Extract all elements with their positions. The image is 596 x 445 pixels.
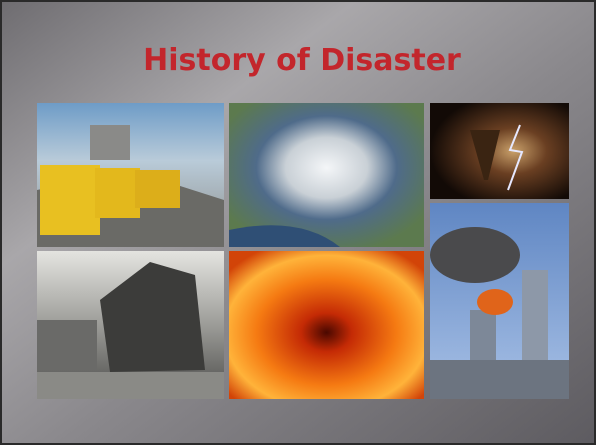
page: History of Disaster (() => { const data …	[0, 0, 596, 445]
photo-earthquake	[37, 251, 224, 399]
photo-tornado	[430, 103, 569, 199]
photo-world-trade-center	[430, 203, 569, 399]
slide: History of Disaster	[0, 0, 596, 445]
photo-hurricane	[229, 103, 424, 247]
slide-title: History of Disaster	[143, 43, 461, 78]
photo-school-buses	[37, 103, 224, 247]
photo-fire	[229, 251, 424, 399]
